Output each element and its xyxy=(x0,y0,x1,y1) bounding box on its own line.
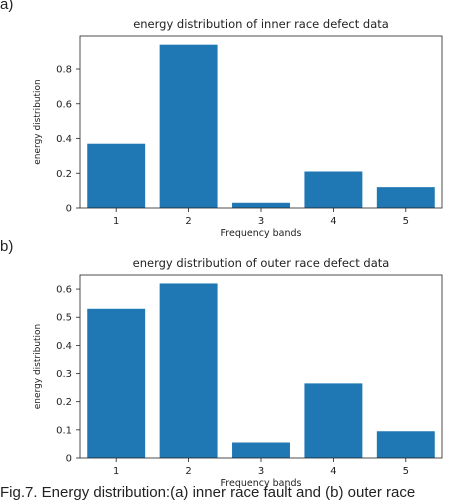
chart2-ytick-label-0: 0 xyxy=(66,454,72,465)
chart1-bar-2 xyxy=(159,44,218,209)
panel-label-b: b) xyxy=(0,238,14,255)
chart1-ytick-label-3: 0.6 xyxy=(56,99,72,110)
chart1-ytick-label-0: 0 xyxy=(66,204,72,215)
chart2-ytick-label-2: 0.2 xyxy=(56,397,72,408)
chart1-ytick-label-1: 0.2 xyxy=(56,169,72,180)
chart1-title: energy distribution of inner race defect… xyxy=(133,17,389,31)
chart2-bar-1 xyxy=(87,308,146,458)
chart2-ytick-label-6: 0.6 xyxy=(56,285,72,296)
chart1-bar-5 xyxy=(376,187,435,208)
chart2-xtick-label-3: 4 xyxy=(330,466,336,477)
chart2-ytick-label-1: 0.1 xyxy=(56,425,72,436)
chart1-xlabel: Frequency bands xyxy=(221,228,302,239)
chart1-xtick-label-1: 2 xyxy=(185,216,191,227)
chart2-bar-2 xyxy=(159,283,218,458)
chart1-bar-4 xyxy=(304,171,363,208)
chart1-xtick-label-0: 1 xyxy=(113,216,119,227)
chart2-ytick-label-5: 0.5 xyxy=(56,313,72,324)
chart2-ylabel: energy distribution xyxy=(33,324,43,410)
chart1-bar-1 xyxy=(87,143,146,208)
panel-label-a: a) xyxy=(0,0,14,13)
chart1-ytick-label-4: 0.8 xyxy=(56,65,72,76)
chart2-bar-4 xyxy=(304,383,363,458)
chart1-ylabel: energy distribution xyxy=(33,79,43,165)
chart1-xtick-label-2: 3 xyxy=(258,216,264,227)
chart2-xlabel: Frequency bands xyxy=(221,478,302,489)
chart2-xtick-label-1: 2 xyxy=(185,466,191,477)
chart1-xtick-label-3: 4 xyxy=(330,216,336,227)
chart1-xtick-label-4: 5 xyxy=(403,216,409,227)
chart2-ytick-label-4: 0.4 xyxy=(56,341,72,352)
figure-caption: Fig.7. Energy distribution:(a) inner rac… xyxy=(0,484,416,501)
chart1-bar-3 xyxy=(232,202,290,208)
chart1-ytick-label-2: 0.4 xyxy=(56,134,72,145)
chart2-bar-5 xyxy=(376,431,435,458)
chart2-ytick-label-3: 0.3 xyxy=(56,369,72,380)
chart2-xtick-label-2: 3 xyxy=(258,466,264,477)
chart2-xtick-label-0: 1 xyxy=(113,466,119,477)
chart2-title: energy distribution of outer race defect… xyxy=(133,256,390,270)
chart2-xtick-label-4: 5 xyxy=(403,466,409,477)
chart2-bar-3 xyxy=(232,442,290,458)
